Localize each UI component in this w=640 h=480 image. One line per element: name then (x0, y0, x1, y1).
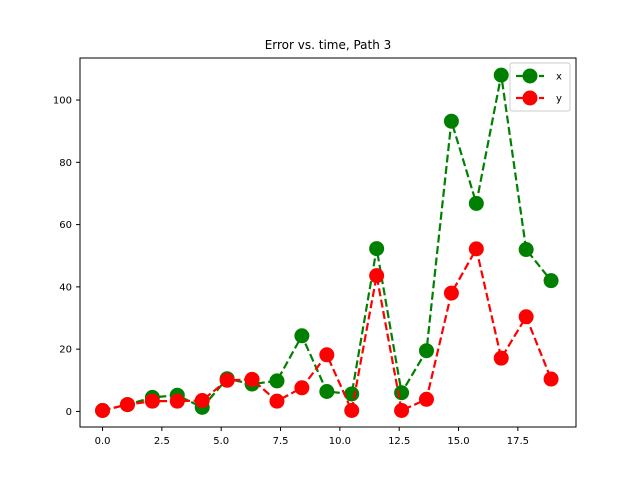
y-tick-label: 0 (66, 407, 72, 418)
legend-marker-y (522, 90, 538, 106)
legend-label-x: x (556, 72, 562, 83)
data-point-y (344, 403, 360, 418)
x-tick-label: 12.5 (388, 436, 410, 447)
x-tick-label: 0.0 (95, 436, 111, 447)
x-tick-label: 5.0 (213, 436, 229, 447)
data-point-y (394, 403, 410, 418)
data-point-x (319, 384, 335, 399)
data-point-x (418, 343, 434, 359)
data-point-y (319, 347, 335, 363)
x-tick-label: 17.5 (507, 436, 529, 447)
x-tick-label: 2.5 (154, 436, 170, 447)
data-point-y (294, 380, 310, 396)
data-point-x (493, 67, 509, 83)
data-point-y (194, 393, 210, 409)
data-point-y (269, 393, 285, 409)
y-tick-label: 40 (59, 282, 72, 293)
data-point-x (468, 195, 484, 211)
data-point-x (443, 113, 459, 129)
legend: xy (509, 62, 571, 112)
y-tick-label: 60 (59, 220, 72, 231)
axes: 0.0 2.5 5.0 7.5 10.0 12.5 15.0 17.5 0 20 40 60 80 100 (53, 57, 577, 447)
data-point-y (144, 393, 160, 409)
data-point-y (543, 371, 559, 387)
x-tick-label: 10.0 (329, 436, 351, 447)
data-point-x (294, 328, 310, 344)
data-point-x (369, 241, 385, 257)
legend-marker-x (522, 68, 538, 84)
data-point-y (119, 397, 135, 413)
plot-area (95, 67, 559, 418)
axes-frame (79, 57, 577, 428)
data-point-y (418, 391, 434, 407)
legend-label-y: y (556, 94, 562, 105)
y-tick-label: 80 (59, 158, 72, 169)
data-point-y (169, 393, 185, 409)
data-point-y (219, 372, 235, 388)
data-point-x (394, 385, 410, 401)
data-point-y (95, 403, 111, 418)
data-point-y (369, 268, 385, 284)
x-tick-label: 7.5 (273, 436, 289, 447)
data-point-x (543, 273, 559, 289)
data-point-x (269, 373, 285, 389)
data-point-y (468, 241, 484, 257)
data-point-y (443, 285, 459, 301)
chart-title: Error vs. time, Path 3 (265, 38, 392, 52)
data-point-y (244, 371, 260, 387)
data-point-y (518, 309, 534, 325)
y-tick-label: 100 (53, 96, 72, 107)
x-tick-label: 15.0 (447, 436, 469, 447)
data-point-x (518, 242, 534, 258)
data-point-x (344, 386, 360, 402)
data-point-y (493, 350, 509, 366)
y-tick-label: 20 (59, 345, 72, 356)
